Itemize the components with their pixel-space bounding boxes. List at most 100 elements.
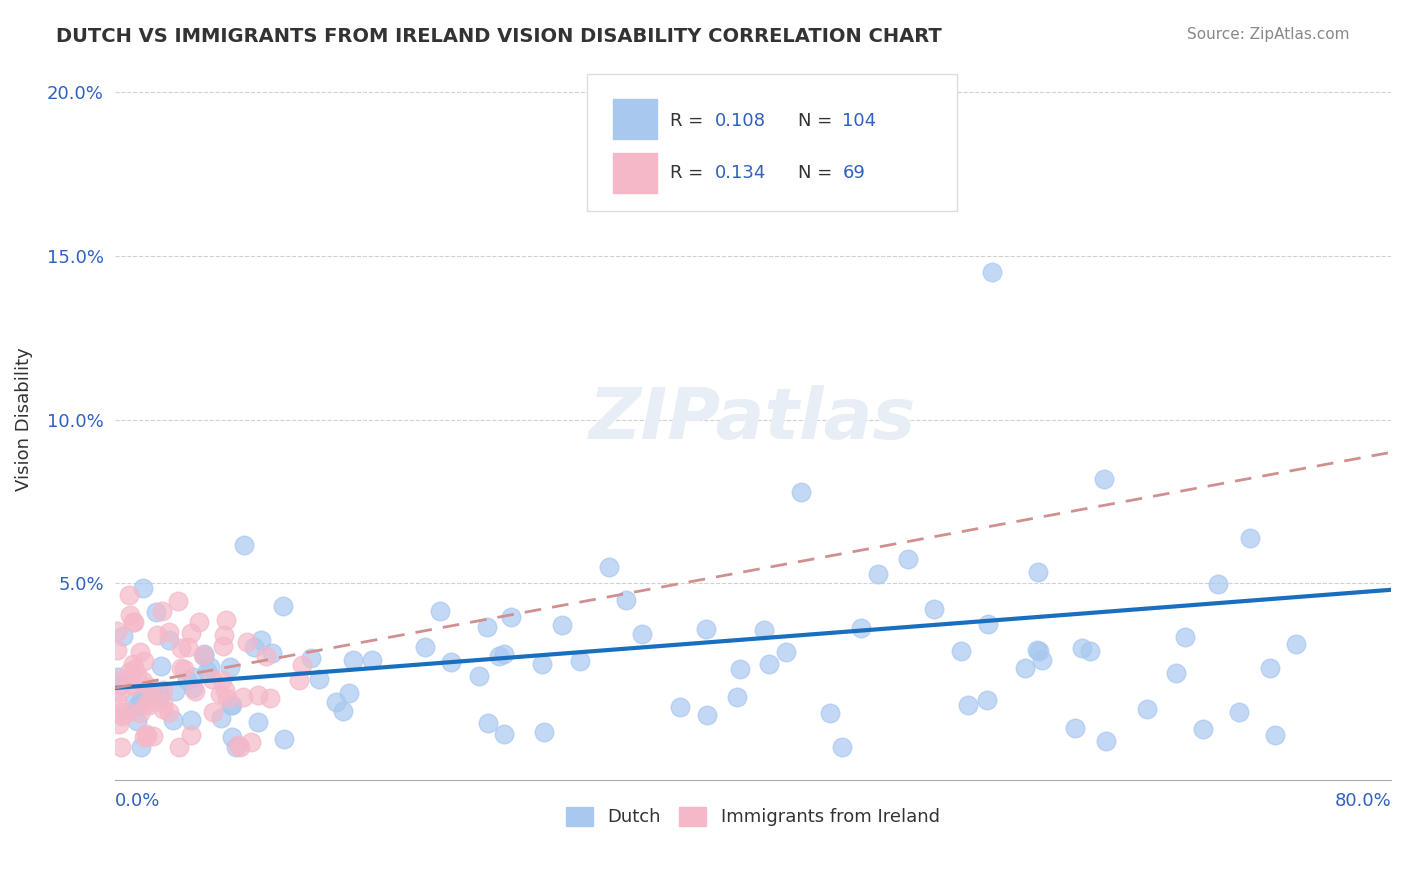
Point: [1166, 665, 1188, 680]
Text: R =: R =: [671, 164, 709, 182]
Point: [105, 624, 128, 638]
Point: [180, 713, 202, 727]
Point: [530, 657, 553, 671]
Point: [1284, 637, 1306, 651]
Point: [413, 640, 436, 654]
Point: [152, 696, 174, 710]
Point: [129, 644, 152, 658]
FancyBboxPatch shape: [613, 153, 657, 193]
Point: [226, 739, 249, 753]
Point: [105, 673, 128, 687]
Point: [121, 677, 143, 691]
Point: [121, 657, 143, 671]
Point: [758, 657, 780, 671]
Text: ZIPatlas: ZIPatlas: [589, 385, 917, 454]
Text: N =: N =: [797, 112, 838, 130]
Point: [288, 673, 311, 687]
Point: [957, 698, 980, 712]
Point: [148, 685, 170, 699]
Point: [568, 654, 591, 668]
Text: Source: ZipAtlas.com: Source: ZipAtlas.com: [1187, 27, 1350, 42]
Point: [152, 604, 174, 618]
Point: [129, 739, 152, 754]
Point: [236, 635, 259, 649]
Point: [193, 649, 215, 664]
Point: [148, 690, 170, 705]
Point: [754, 624, 776, 638]
Point: [232, 690, 254, 704]
Point: [107, 670, 129, 684]
Point: [221, 698, 243, 713]
Point: [110, 678, 132, 692]
Point: [492, 647, 515, 661]
Point: [1239, 532, 1261, 546]
Point: [533, 724, 555, 739]
Point: [1092, 471, 1115, 485]
Point: [167, 594, 190, 608]
Point: [1071, 640, 1094, 655]
Point: [191, 648, 214, 663]
Point: [247, 688, 270, 702]
Point: [229, 739, 252, 754]
Text: 0.0%: 0.0%: [115, 792, 160, 810]
Text: N =: N =: [797, 164, 838, 182]
Text: 69: 69: [842, 164, 865, 182]
Point: [1191, 722, 1213, 736]
Point: [308, 672, 330, 686]
Point: [233, 538, 256, 552]
Point: [468, 669, 491, 683]
Point: [488, 649, 510, 664]
Point: [1028, 644, 1050, 658]
Point: [180, 626, 202, 640]
Point: [167, 739, 190, 754]
Point: [105, 643, 128, 657]
Point: [173, 662, 195, 676]
Point: [360, 653, 382, 667]
Point: [215, 613, 238, 627]
Point: [273, 731, 295, 746]
Point: [494, 727, 516, 741]
Point: [176, 640, 198, 654]
Point: [202, 705, 225, 719]
Point: [440, 655, 463, 669]
Point: [134, 687, 156, 701]
Point: [162, 713, 184, 727]
Text: R =: R =: [671, 112, 709, 130]
Point: [122, 615, 145, 629]
Point: [849, 621, 872, 635]
Point: [139, 692, 162, 706]
Point: [630, 627, 652, 641]
Point: [299, 650, 322, 665]
Point: [135, 727, 157, 741]
Point: [1206, 577, 1229, 591]
Point: [134, 730, 156, 744]
Point: [1063, 721, 1085, 735]
Point: [325, 695, 347, 709]
Point: [1258, 661, 1281, 675]
Point: [598, 560, 620, 574]
Point: [477, 715, 499, 730]
FancyBboxPatch shape: [613, 99, 657, 139]
Point: [122, 695, 145, 709]
Point: [135, 697, 157, 711]
Point: [475, 620, 498, 634]
Point: [132, 582, 155, 596]
Text: 0.134: 0.134: [714, 164, 766, 182]
Point: [118, 665, 141, 680]
Point: [142, 729, 165, 743]
Point: [129, 693, 152, 707]
Legend: Dutch, Immigrants from Ireland: Dutch, Immigrants from Ireland: [557, 798, 949, 836]
Point: [152, 682, 174, 697]
Point: [1080, 644, 1102, 658]
Point: [138, 680, 160, 694]
Point: [124, 615, 146, 629]
Point: [239, 735, 262, 749]
Point: [217, 691, 239, 706]
Point: [132, 674, 155, 689]
Point: [1264, 728, 1286, 742]
Point: [831, 739, 853, 754]
Point: [247, 715, 270, 730]
Point: [218, 659, 240, 673]
Point: [125, 698, 148, 713]
Point: [122, 663, 145, 677]
